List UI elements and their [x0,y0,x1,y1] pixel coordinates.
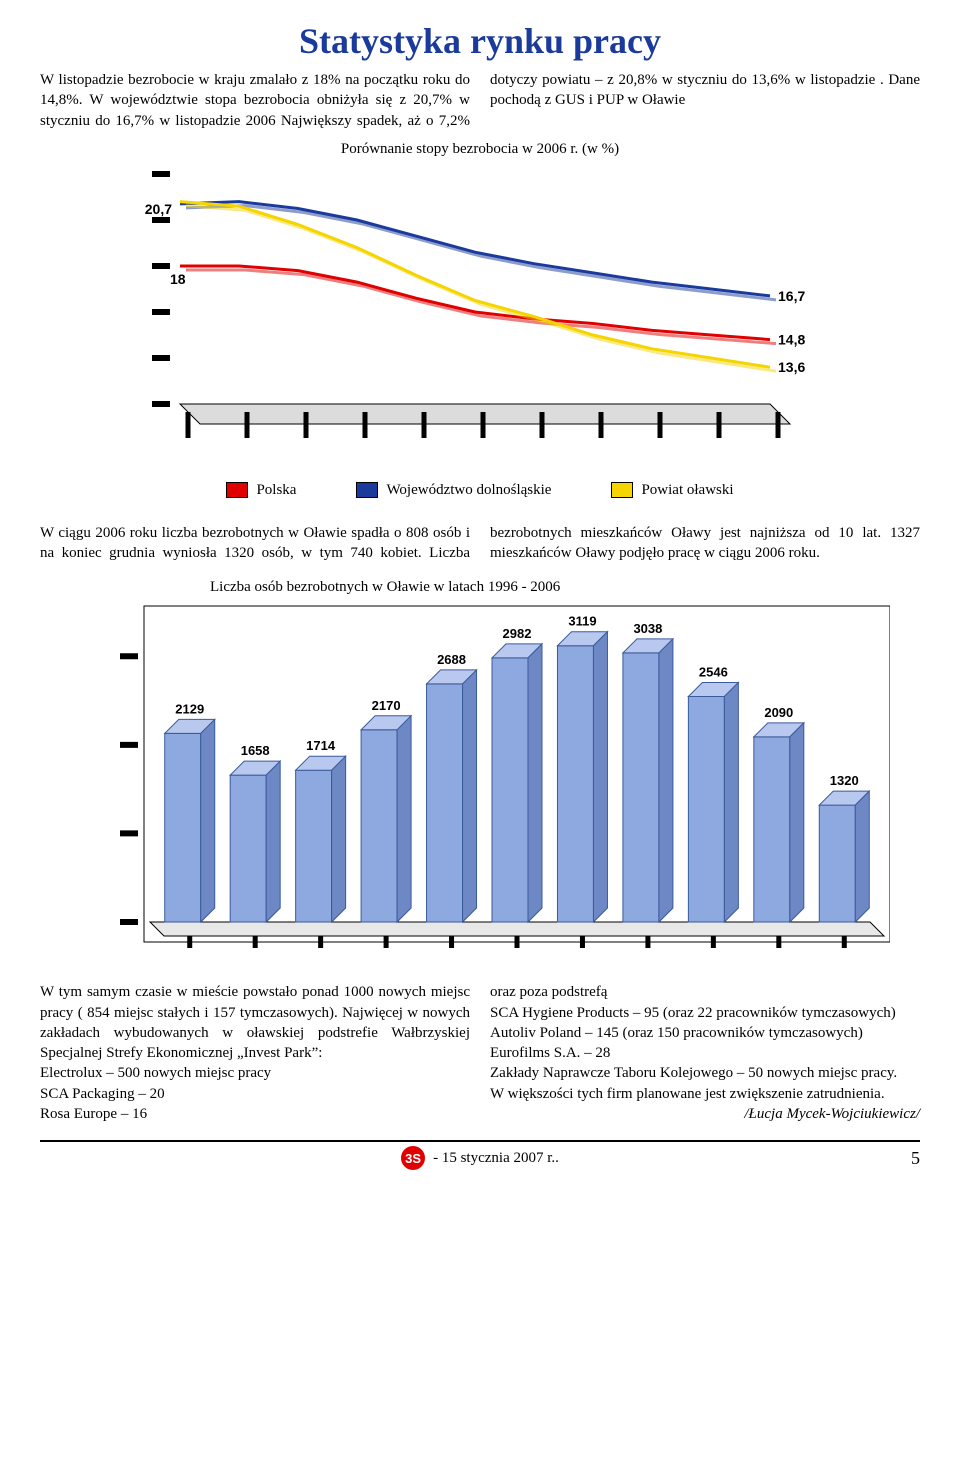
legend-label: Województwo dolnośląskie [386,482,551,499]
bar-chart-title: Liczba osób bezrobotnych w Oławie w lata… [210,579,920,596]
bottom-right-col: oraz poza podstrefąSCA Hygiene Products … [490,982,920,1124]
legend-swatch [226,482,248,498]
svg-text:1714: 1714 [306,738,336,753]
svg-text:2546: 2546 [699,665,728,680]
svg-text:2688: 2688 [437,652,466,667]
legend-swatch [611,482,633,498]
page-number: 5 [911,1148,920,1169]
footer: 3S - 15 stycznia 2007 r.. 5 [40,1140,920,1170]
svg-text:1658: 1658 [241,743,270,758]
svg-text:16,7: 16,7 [778,288,805,304]
footer-badge-icon: 3S [401,1146,425,1170]
page-title: Statystyka rynku pracy [40,20,920,62]
footer-date: - 15 stycznia 2007 r.. [433,1150,559,1167]
legend-item: Województwo dolnośląskie [356,482,551,499]
legend-item: Powiat oławski [611,482,733,499]
intro-paragraph: W listopadzie bezrobocie w kraju zmalało… [40,70,920,131]
line-chart: 20,7 18 16,7 14,8 13,6 [120,164,840,464]
legend-swatch [356,482,378,498]
svg-text:14,8: 14,8 [778,331,805,347]
svg-text:3119: 3119 [568,614,596,629]
svg-text:2129: 2129 [175,702,204,717]
bottom-left-col: W tym samym czasie w mieście powstało po… [40,982,470,1124]
svg-text:20,7: 20,7 [145,201,172,217]
signature: /Łucja Mycek-Wojciukiewicz/ [490,1104,920,1124]
mid-paragraph: W ciągu 2006 roku liczba bezrobotnych w … [40,523,920,564]
legend-label: Polska [256,482,296,499]
bottom-columns: W tym samym czasie w mieście powstało po… [40,982,920,1124]
svg-text:13,6: 13,6 [778,359,805,375]
svg-text:2090: 2090 [764,705,793,720]
bar-chart: 2129 1658 1714 2170 2688 2982 3119 3038 2546 2090… [90,602,890,962]
svg-text:18: 18 [170,271,186,287]
svg-text:2982: 2982 [503,626,532,641]
legend-item: Polska [226,482,296,499]
legend-label: Powiat oławski [641,482,733,499]
svg-text:3038: 3038 [633,621,662,636]
line-chart-title: Porównanie stopy bezrobocia w 2006 r. (w… [40,141,920,158]
svg-text:2170: 2170 [372,698,401,713]
svg-text:1320: 1320 [830,773,859,788]
chart-legend: Polska Województwo dolnośląskie Powiat oła… [40,482,920,499]
